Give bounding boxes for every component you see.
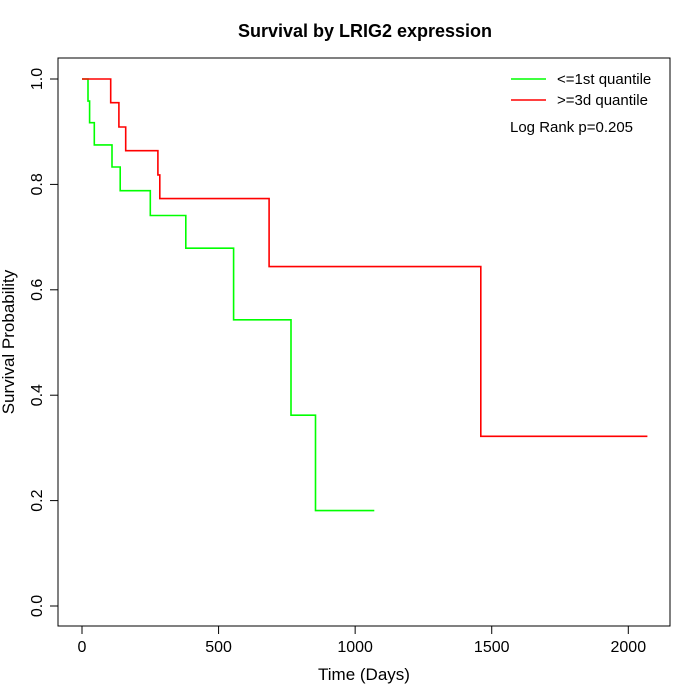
x-tick-label: 1000 xyxy=(337,639,373,656)
x-tick-label: 500 xyxy=(205,639,232,656)
chart-title: Survival by LRIG2 expression xyxy=(238,21,492,41)
legend-label: <=1st quantile xyxy=(557,71,651,88)
x-axis: 0 500 1000 1500 2000 xyxy=(78,625,647,656)
y-tick-label: 0.4 xyxy=(29,384,46,406)
survival-curve-high xyxy=(82,78,648,438)
y-tick-label: 0.8 xyxy=(29,173,46,195)
x-tick-label: 0 xyxy=(78,639,87,656)
y-axis: 0.0 0.2 0.4 0.6 0.8 1.0 xyxy=(29,68,59,617)
y-tick-label: 0.0 xyxy=(29,595,46,617)
y-tick-label: 1.0 xyxy=(29,68,46,90)
series-layer xyxy=(82,78,648,512)
x-tick-label: 2000 xyxy=(611,639,647,656)
legend-label: >=3d quantile xyxy=(557,92,648,109)
x-axis-label: Time (Days) xyxy=(318,665,410,684)
x-tick-label: 1500 xyxy=(474,639,510,656)
y-tick-label: 0.6 xyxy=(29,279,46,301)
survival-curve-low xyxy=(82,78,375,512)
y-axis-label: Survival Probability xyxy=(0,269,18,414)
log-rank-annotation: Log Rank p=0.205 xyxy=(510,119,633,136)
legend: <=1st quantile >=3d quantile xyxy=(511,71,651,109)
plot-frame xyxy=(57,57,671,627)
y-tick-label: 0.2 xyxy=(29,489,46,511)
